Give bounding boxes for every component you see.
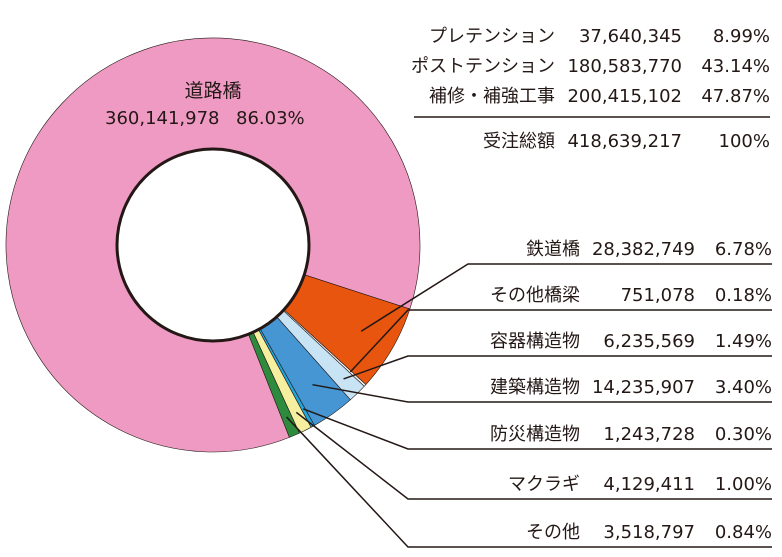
main-slice-name: 道路橋 — [184, 80, 241, 102]
summary-label: プレテンション — [429, 26, 555, 47]
total-label: 受注総額 — [483, 131, 555, 152]
slice-callouts: 鉄道橋 28,382,749 6.78% その他橋梁 751,078 0.18% 容器構造物… — [490, 239, 772, 543]
callout-percent: 3.40% — [715, 377, 772, 398]
summary-amount: 180,583,770 — [567, 56, 682, 77]
total-amount: 418,639,217 — [567, 131, 682, 152]
callout-label: 鉄道橋 — [526, 239, 580, 260]
callout-amount: 1,243,728 — [603, 424, 695, 445]
callout-label: 容器構造物 — [490, 331, 580, 352]
main-slice-amount: 360,141,978 — [105, 108, 220, 129]
total-percent: 100% — [719, 131, 770, 152]
summary-percent: 8.99% — [713, 26, 770, 47]
callout-percent: 6.78% — [715, 239, 772, 260]
summary-label: 補修・補強工事 — [429, 86, 555, 107]
callout-amount: 3,518,797 — [603, 522, 695, 543]
summary-table: プレテンション 37,640,345 8.99% ポストテンション 180,58… — [411, 26, 770, 152]
summary-label: ポストテンション — [411, 56, 555, 77]
leader-line — [343, 355, 772, 380]
callout-label: その他橋梁 — [490, 285, 580, 306]
callout-percent: 0.30% — [715, 424, 772, 445]
leader-line — [295, 411, 772, 500]
callout-amount: 28,382,749 — [592, 239, 695, 260]
callout-percent: 1.49% — [715, 331, 772, 352]
callout-label: 建築構造物 — [490, 377, 580, 398]
callout-amount: 14,235,907 — [592, 377, 695, 398]
callout-amount: 751,078 — [621, 285, 695, 306]
callout-percent: 1.00% — [715, 474, 772, 495]
main-slice-label: 道路橋 360,141,978 86.03% — [105, 80, 305, 129]
leader-line — [349, 309, 772, 373]
callout-label: マクラギ — [508, 474, 580, 495]
summary-amount: 200,415,102 — [567, 86, 682, 107]
summary-percent: 47.87% — [701, 86, 770, 107]
leader-line — [360, 263, 772, 332]
callout-amount: 4,129,411 — [603, 474, 695, 495]
donut-hole — [115, 147, 311, 343]
callout-percent: 0.84% — [715, 522, 772, 543]
callout-percent: 0.18% — [715, 285, 772, 306]
leader-lines — [285, 263, 772, 548]
callout-label: その他 — [526, 522, 580, 543]
leader-line — [302, 408, 772, 450]
main-slice-percent: 86.03% — [236, 108, 305, 129]
leader-line — [312, 383, 772, 403]
callout-label: 防災構造物 — [490, 424, 580, 445]
summary-amount: 37,640,345 — [579, 26, 682, 47]
donut-slices — [5, 37, 421, 453]
leader-line — [285, 416, 772, 548]
summary-percent: 43.14% — [701, 56, 770, 77]
callout-amount: 6,235,569 — [603, 331, 695, 352]
